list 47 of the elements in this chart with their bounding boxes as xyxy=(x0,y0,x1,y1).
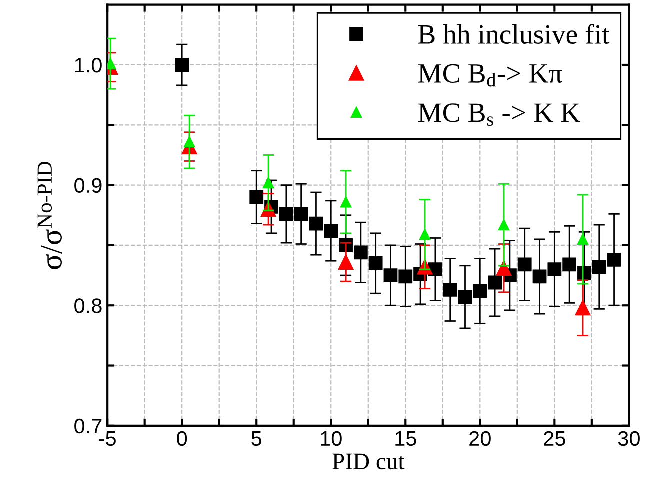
y-tick-label: 1.0 xyxy=(75,58,102,73)
x-tick-label: 5 xyxy=(252,432,262,446)
legend-label: MC B$_{s}$ -> K K xyxy=(418,104,580,126)
point xyxy=(419,229,431,240)
x-tick-label: 20 xyxy=(470,431,491,446)
point xyxy=(368,256,383,270)
point xyxy=(443,283,458,297)
y-tick-label: 0.8 xyxy=(74,298,102,314)
point xyxy=(498,219,510,231)
point xyxy=(607,252,622,267)
point xyxy=(175,58,190,72)
point xyxy=(577,234,589,245)
point xyxy=(324,224,338,238)
point xyxy=(309,216,324,231)
point xyxy=(575,300,591,316)
x-tick-label: -5 xyxy=(99,432,116,446)
point xyxy=(279,207,294,222)
point xyxy=(562,258,577,272)
point xyxy=(184,136,196,148)
point xyxy=(496,260,512,276)
point xyxy=(384,268,398,282)
point xyxy=(532,270,547,284)
point xyxy=(458,290,472,304)
point xyxy=(338,254,354,270)
point xyxy=(340,196,352,208)
legend-label: B hh inclusive fit xyxy=(418,24,610,44)
point xyxy=(262,177,274,188)
point xyxy=(548,262,562,276)
x-tick-label: 10 xyxy=(321,431,342,446)
point xyxy=(250,190,264,204)
point xyxy=(592,260,606,274)
x-tick-label: 25 xyxy=(544,431,566,446)
point xyxy=(294,207,308,222)
y-tick-label: 0.7 xyxy=(74,418,102,434)
point xyxy=(354,246,368,260)
y-axis-title: σ/σ$^{No-PID}$ xyxy=(38,162,62,270)
y-tick-label: 0.9 xyxy=(74,178,102,194)
x-tick-label: 15 xyxy=(396,432,416,446)
x-tick-label: 0 xyxy=(177,431,188,446)
point xyxy=(398,270,413,284)
x-axis-title: PID cut xyxy=(332,454,405,470)
point xyxy=(473,284,488,298)
point xyxy=(578,266,592,280)
legend-label: MC B$_{d}$-> Kπ xyxy=(418,64,562,87)
point xyxy=(488,276,502,290)
x-tick-label: 30 xyxy=(618,431,640,446)
point xyxy=(518,258,532,272)
